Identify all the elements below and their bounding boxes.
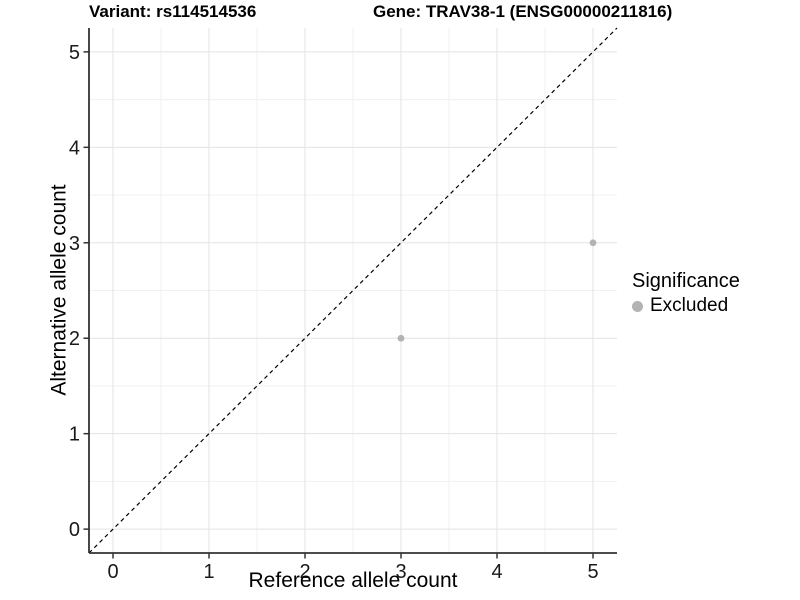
data-point [589,239,597,247]
x-tick-label: 4 [491,561,502,583]
data-point [397,334,405,342]
plot-title-gene: Gene: TRAV38-1 (ENSG00000211816) [373,2,673,21]
x-tick-label: 2 [299,561,310,583]
x-tick-label: 0 [107,561,118,583]
x-tick-label: 3 [395,561,406,583]
legend-item-label: Excluded [650,295,729,316]
y-tick-label: 4 [69,137,80,159]
legend-swatch-dot [632,300,643,312]
legend: Significance Excluded [632,269,740,317]
y-axis-title: Alternative allele count [47,184,71,396]
legend-item-excluded: Excluded [632,295,740,317]
x-axis-title: Reference allele count [248,569,458,592]
y-tick-label: 3 [69,233,80,255]
y-tick-label: 1 [69,424,80,446]
plot-title-variant: Variant: rs114514536 [89,2,257,21]
legend-title: Significance [632,270,740,292]
y-tick-label: 2 [69,328,80,350]
x-tick-label: 5 [587,561,598,583]
y-tick-label: 0 [69,519,80,541]
x-tick-label: 1 [203,561,214,583]
y-tick-label: 5 [69,42,80,64]
